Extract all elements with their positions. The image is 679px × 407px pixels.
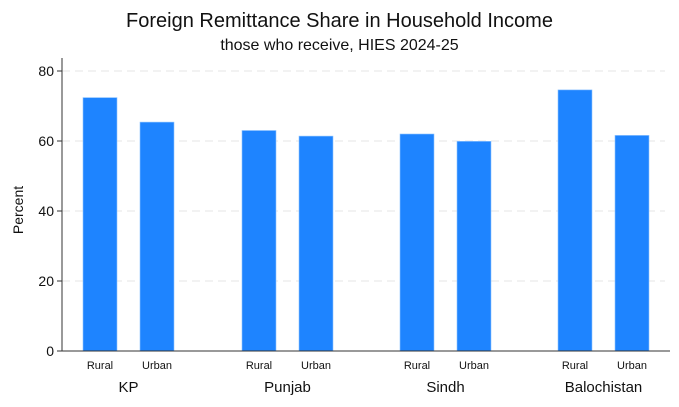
subcategory-label: Urban: [142, 360, 172, 372]
y-tick-label: 80: [38, 63, 54, 79]
group-label: Sindh: [426, 379, 464, 396]
group-label: KP: [118, 379, 138, 396]
y-tick-label: 20: [38, 273, 54, 289]
y-tick-label: 0: [46, 343, 54, 359]
group-label: Punjab: [264, 379, 311, 396]
bar-balochistan-rural: [557, 89, 593, 352]
subcategory-label: Urban: [617, 360, 647, 372]
subcategory-label: Rural: [562, 360, 588, 372]
chart-title: Foreign Remittance Share in Household In…: [126, 10, 553, 32]
subcategory-label: Urban: [459, 360, 489, 372]
group-label: Balochistan: [565, 379, 643, 396]
bar-kp-rural: [82, 97, 118, 352]
bar-punjab-rural: [241, 130, 277, 352]
chart-subtitle: those who receive, HIES 2024-25: [220, 37, 459, 54]
bar-balochistan-urban: [614, 135, 650, 352]
subcategory-label: Rural: [246, 360, 272, 372]
bar-kp-urban: [139, 121, 175, 352]
subcategory-label: Rural: [404, 360, 430, 372]
bar-sindh-rural: [399, 133, 435, 352]
subcategory-label: Urban: [301, 360, 331, 372]
y-tick-label: 40: [38, 203, 54, 219]
y-tick-label: 60: [38, 133, 54, 149]
subcategory-label: Rural: [87, 360, 113, 372]
bar-punjab-urban: [298, 135, 334, 352]
bar-sindh-urban: [456, 141, 492, 352]
